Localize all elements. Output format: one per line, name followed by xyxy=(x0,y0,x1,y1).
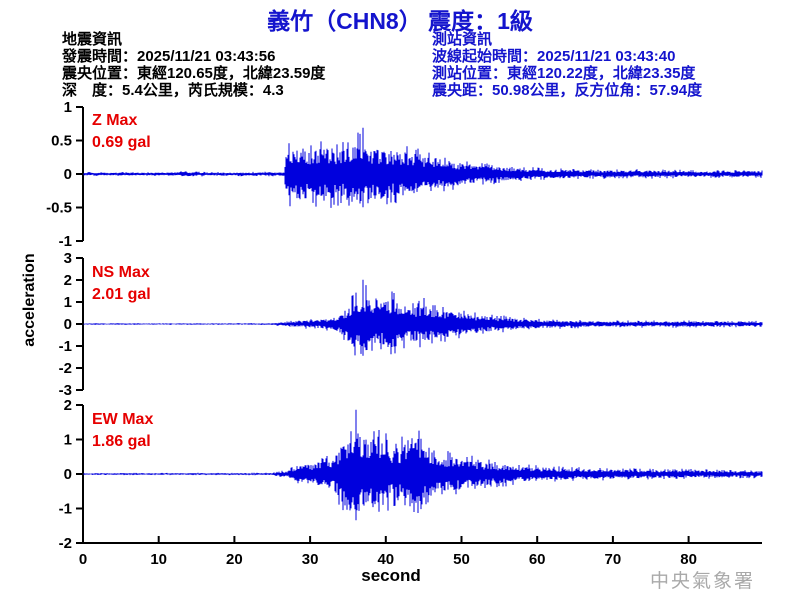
svg-text:-1: -1 xyxy=(59,233,72,250)
station-info-heading: 測站資訊 xyxy=(432,31,493,48)
svg-text:50: 50 xyxy=(453,551,470,568)
earthquake-info-block: 地震資訊 發震時間：2025/11/21 03:43:56 震央位置：東經120… xyxy=(62,31,325,99)
earthquake-info-heading: 地震資訊 xyxy=(62,31,123,48)
svg-text:0: 0 xyxy=(79,551,87,568)
svg-text:0: 0 xyxy=(64,466,72,483)
svg-text:-3: -3 xyxy=(59,382,72,399)
station-location: 測站位置：東經120.22度，北緯23.35度 xyxy=(432,65,696,82)
ew-max-value: 1.86 gal xyxy=(92,433,151,450)
svg-text:30: 30 xyxy=(302,551,319,568)
ew-max-label: EW Max 1.86 gal xyxy=(92,409,153,453)
svg-text:-1: -1 xyxy=(59,501,72,518)
wave-start-time: 波線起始時間：2025/11/21 03:43:40 xyxy=(432,48,676,65)
svg-text:-2: -2 xyxy=(59,360,72,377)
svg-text:-0.5: -0.5 xyxy=(46,200,72,217)
svg-text:0: 0 xyxy=(64,316,72,333)
svg-text:60: 60 xyxy=(529,551,546,568)
svg-text:2: 2 xyxy=(64,272,72,289)
z-max-label: Z Max 0.69 gal xyxy=(92,110,151,154)
svg-text:1: 1 xyxy=(64,294,72,311)
epicentral-distance: 震央距：50.98公里，反方位角：57.94度 xyxy=(432,82,703,99)
svg-text:1: 1 xyxy=(64,99,72,116)
svg-text:20: 20 xyxy=(226,551,243,568)
z-max-value: 0.69 gal xyxy=(92,134,151,151)
ew-max-title: EW Max xyxy=(92,411,154,428)
svg-text:70: 70 xyxy=(605,551,622,568)
svg-text:80: 80 xyxy=(680,551,697,568)
svg-text:2: 2 xyxy=(64,397,72,414)
svg-text:0: 0 xyxy=(64,166,72,183)
svg-text:40: 40 xyxy=(377,551,394,568)
svg-text:10: 10 xyxy=(150,551,167,568)
earthquake-origin-time: 發震時間：2025/11/21 03:43:56 xyxy=(62,48,276,65)
svg-text:-2: -2 xyxy=(59,535,72,552)
svg-text:-1: -1 xyxy=(59,338,72,355)
svg-text:1: 1 xyxy=(64,432,72,449)
earthquake-depth-magnitude: 深 度：5.4公里，芮氏規模：4.3 xyxy=(62,82,284,99)
z-max-title: Z Max xyxy=(92,112,138,129)
ns-max-title: NS Max xyxy=(92,264,150,281)
station-info-block: 測站資訊 波線起始時間：2025/11/21 03:43:40 測站位置：東經1… xyxy=(432,31,702,99)
x-axis-label: second xyxy=(361,566,421,585)
svg-text:0.5: 0.5 xyxy=(51,133,72,150)
earthquake-epicenter: 震央位置：東經120.65度，北緯23.59度 xyxy=(62,65,326,82)
ns-max-value: 2.01 gal xyxy=(92,286,151,303)
page-title: 義竹（CHN8） 震度：1級 xyxy=(267,8,533,34)
ns-max-label: NS Max 2.01 gal xyxy=(92,262,151,306)
agency-watermark: 中央氣象署 xyxy=(650,570,756,592)
svg-text:3: 3 xyxy=(64,250,72,267)
